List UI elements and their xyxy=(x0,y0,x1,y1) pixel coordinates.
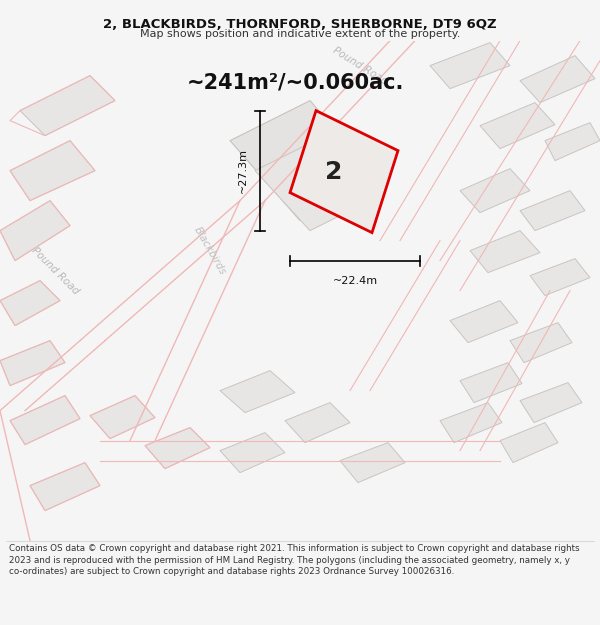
Polygon shape xyxy=(10,141,95,201)
Text: ~241m²/~0.060ac.: ~241m²/~0.060ac. xyxy=(187,72,404,92)
Polygon shape xyxy=(20,76,115,136)
Text: Pound Road: Pound Road xyxy=(331,45,389,86)
Text: Contains OS data © Crown copyright and database right 2021. This information is : Contains OS data © Crown copyright and d… xyxy=(9,544,580,576)
Polygon shape xyxy=(430,42,510,89)
Text: Pound Road: Pound Road xyxy=(29,245,80,296)
Polygon shape xyxy=(285,402,350,442)
Polygon shape xyxy=(450,301,518,343)
Text: ~22.4m: ~22.4m xyxy=(332,276,377,286)
Polygon shape xyxy=(480,102,555,149)
Text: Blackbirds: Blackbirds xyxy=(192,225,228,276)
Polygon shape xyxy=(470,231,540,272)
Polygon shape xyxy=(90,396,155,439)
Polygon shape xyxy=(290,111,398,232)
Polygon shape xyxy=(530,259,590,296)
Polygon shape xyxy=(220,432,285,472)
Polygon shape xyxy=(220,371,295,413)
Polygon shape xyxy=(145,428,210,469)
Polygon shape xyxy=(520,191,585,231)
Polygon shape xyxy=(520,56,595,102)
Polygon shape xyxy=(230,101,380,221)
Text: Map shows position and indicative extent of the property.: Map shows position and indicative extent… xyxy=(140,29,460,39)
Polygon shape xyxy=(440,402,502,442)
Polygon shape xyxy=(520,382,582,423)
Polygon shape xyxy=(0,201,70,261)
Polygon shape xyxy=(545,122,600,161)
Polygon shape xyxy=(30,462,100,511)
Polygon shape xyxy=(10,396,80,444)
Text: ~27.3m: ~27.3m xyxy=(238,148,248,193)
Polygon shape xyxy=(0,281,60,326)
Polygon shape xyxy=(340,442,405,483)
Polygon shape xyxy=(510,322,572,362)
Polygon shape xyxy=(255,146,360,231)
Polygon shape xyxy=(460,169,530,212)
Text: 2, BLACKBIRDS, THORNFORD, SHERBORNE, DT9 6QZ: 2, BLACKBIRDS, THORNFORD, SHERBORNE, DT9… xyxy=(103,18,497,31)
Text: 2: 2 xyxy=(325,159,343,184)
Polygon shape xyxy=(0,341,65,386)
Polygon shape xyxy=(500,422,558,462)
Polygon shape xyxy=(460,362,522,403)
